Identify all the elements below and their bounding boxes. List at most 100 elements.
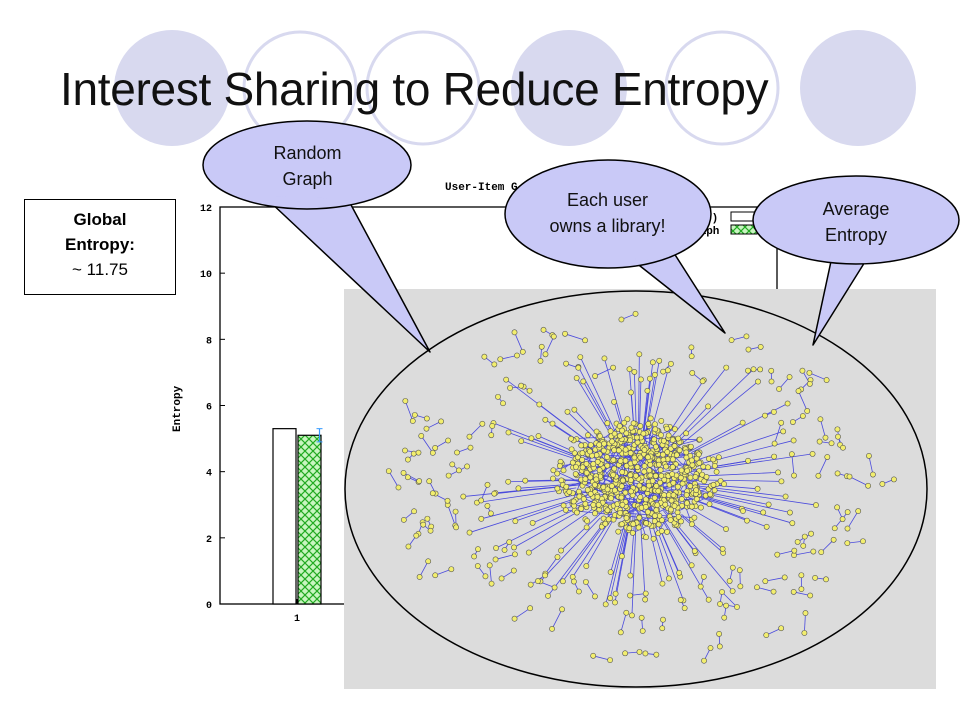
graph-node <box>449 461 456 468</box>
graph-edge <box>694 489 769 505</box>
legend-entry-2: raph <box>693 226 719 238</box>
graph-node <box>801 533 808 540</box>
graph-edge <box>532 500 586 524</box>
graph-node <box>587 448 593 455</box>
graph-node <box>560 502 567 509</box>
graph-edge <box>663 520 692 566</box>
graph-node <box>637 423 644 429</box>
graph-node <box>423 425 430 432</box>
graph-node <box>671 503 678 509</box>
bars <box>272 428 323 605</box>
graph-node <box>653 507 660 514</box>
graph-node <box>729 588 736 594</box>
graph-node <box>631 369 638 375</box>
graph-node <box>622 489 629 496</box>
graph-node <box>491 490 498 497</box>
graph-node <box>831 525 838 532</box>
graph-node <box>770 409 777 415</box>
graph-node <box>612 590 619 597</box>
graph-node <box>618 316 625 323</box>
graph-node <box>745 346 752 353</box>
graph-node <box>659 580 666 587</box>
graph-edge <box>690 486 817 506</box>
graph-node <box>621 419 628 426</box>
global-entropy-value: ~ 11.75 <box>72 260 128 279</box>
graph-node <box>634 464 641 471</box>
graph-node <box>661 476 668 483</box>
graph-node <box>757 344 764 350</box>
graph-node <box>641 463 648 470</box>
graph-node <box>583 470 590 476</box>
graph-node <box>789 520 796 527</box>
graph-edge <box>388 470 399 488</box>
graph-node <box>540 326 547 333</box>
graph-node <box>723 526 729 532</box>
legend-entry-1: s) <box>705 213 718 225</box>
y-tick-label: 12 <box>200 204 212 215</box>
graph-node <box>644 387 651 394</box>
graph-node <box>486 562 493 569</box>
graph-edge <box>508 432 582 460</box>
graph-node <box>549 420 556 427</box>
graph-node <box>660 368 667 375</box>
graph-edge <box>681 513 723 550</box>
graph-node <box>666 575 672 582</box>
graph-node <box>607 657 613 663</box>
deco-circle-filled-1 <box>114 30 230 146</box>
graph-node <box>713 468 720 475</box>
graph-node <box>781 574 788 581</box>
graph-node <box>681 605 688 612</box>
graph-node <box>662 501 669 508</box>
graph-node <box>790 589 797 595</box>
graph-node <box>563 483 570 490</box>
graph-node <box>723 364 730 371</box>
graph-node <box>639 628 646 634</box>
graph-node <box>415 449 422 456</box>
graph-edge <box>518 482 592 489</box>
graph-node <box>466 433 473 440</box>
graph-node <box>828 440 835 447</box>
graph-node <box>652 473 659 479</box>
graph-node <box>798 586 805 593</box>
graph-edge <box>803 613 806 634</box>
graph-node <box>604 454 610 460</box>
graph-node <box>729 564 736 571</box>
graph-node <box>660 616 666 623</box>
graph-node <box>525 549 532 556</box>
graph-node <box>657 467 664 473</box>
graph-node <box>634 439 641 446</box>
graph-node <box>633 434 640 441</box>
graph-node <box>582 476 589 483</box>
graph-node <box>891 476 897 483</box>
graph-node <box>684 500 690 506</box>
graph-node <box>464 463 470 470</box>
graph-node <box>610 457 617 463</box>
graph-node <box>705 403 712 410</box>
graph-node <box>653 483 660 489</box>
graph-node <box>569 573 576 580</box>
callout-average-text: Average Entropy <box>822 199 890 245</box>
graph-node <box>522 477 529 484</box>
graph-node <box>778 478 785 485</box>
graph-node <box>790 437 797 444</box>
graph-node <box>659 517 665 524</box>
x-axis-ticks: 1 <box>294 599 300 625</box>
graph-node <box>664 449 671 455</box>
graph-node <box>676 569 683 576</box>
graph-edge <box>687 496 767 528</box>
graph-node <box>591 482 598 488</box>
graph-node <box>647 472 654 479</box>
graph-node <box>633 472 639 479</box>
graph-node <box>635 524 642 531</box>
y-tick-label: 4 <box>206 469 212 480</box>
graph-node <box>754 584 760 591</box>
graph-node <box>642 650 649 657</box>
graph-node <box>651 436 658 443</box>
graph-node <box>646 375 653 382</box>
graph-node <box>604 507 611 514</box>
graph-node <box>683 449 690 456</box>
graph-node <box>771 453 777 460</box>
graph-node <box>629 612 635 619</box>
graph-node <box>619 521 625 528</box>
graph-node <box>601 440 607 447</box>
